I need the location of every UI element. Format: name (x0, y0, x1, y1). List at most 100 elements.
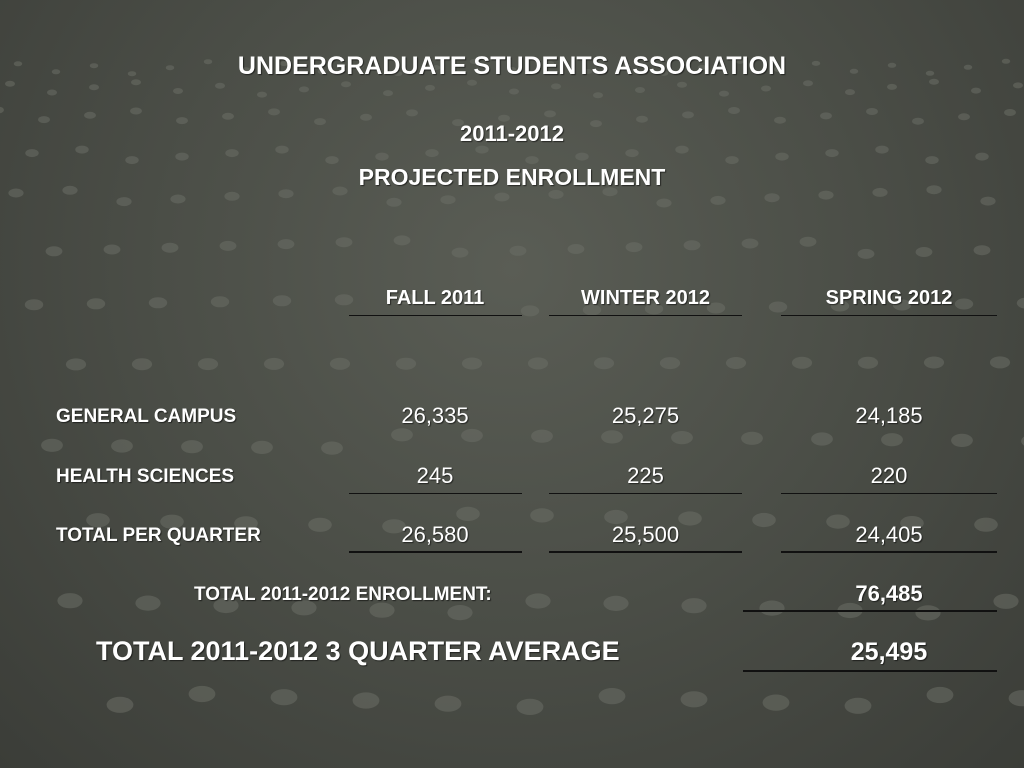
background-dot (659, 357, 681, 370)
background-dot (857, 248, 875, 259)
background-dot (710, 195, 726, 205)
background-dot (604, 509, 628, 525)
total-enrollment-underline (743, 610, 997, 612)
background-dot (791, 356, 813, 369)
background-dot (1001, 58, 1011, 64)
background-dot (451, 247, 469, 258)
background-dot (728, 107, 740, 114)
year-heading: 2011-2012 (460, 121, 564, 146)
background-dot (811, 432, 833, 446)
average-value: 25,495 (850, 638, 928, 666)
background-dot (525, 156, 539, 165)
background-dot (222, 112, 234, 120)
background-dot (803, 80, 813, 87)
background-dot (963, 64, 973, 70)
background-dot (329, 357, 351, 370)
background-dot (131, 358, 153, 371)
background-dot (425, 84, 435, 91)
background-dot (165, 65, 175, 71)
cell-health-sciences-fall: 245 (416, 463, 454, 488)
row-label-general-campus: GENERAL CAMPUS (56, 406, 237, 427)
background-dot (173, 88, 183, 94)
column-header-fall-2011: FALL 2011 (385, 287, 485, 309)
background-dot (127, 71, 137, 77)
background-dot (111, 439, 133, 453)
background-dot (475, 145, 489, 154)
background-dot (393, 71, 403, 77)
background-dot (725, 357, 747, 369)
background-dot (516, 698, 544, 716)
subtotal-underline (349, 493, 522, 494)
background-dot (509, 245, 527, 256)
background-dot (75, 145, 89, 154)
background-dot (527, 357, 549, 370)
background-dot (188, 685, 216, 703)
background-dot (57, 593, 83, 609)
background-dot (974, 517, 998, 532)
background-dot (773, 66, 783, 72)
background-dot (989, 356, 1011, 369)
background-dot (5, 80, 15, 87)
background-dot (929, 78, 939, 85)
background-dot (951, 433, 973, 447)
background-dot (975, 152, 989, 161)
background-dot (764, 193, 780, 203)
background-dot (525, 593, 551, 609)
background-dot (567, 244, 585, 254)
total-underline (349, 551, 522, 553)
background-dot (675, 145, 689, 154)
background-dot (923, 356, 945, 369)
column-header-underline (549, 315, 742, 316)
background-dot (314, 118, 326, 126)
total-enrollment-label: TOTAL 2011-2012 ENROLLMENT: (194, 584, 492, 605)
cell-health-sciences-winter: 225 (627, 463, 664, 488)
background-dot (697, 64, 707, 70)
background-dot (391, 428, 413, 442)
background-dot (844, 697, 872, 714)
background-dot (625, 149, 639, 158)
cell-total-per-quarter-spring: 24,405 (855, 522, 923, 547)
background-dot (958, 113, 970, 121)
background-dot (434, 695, 462, 712)
background-dot (971, 87, 981, 94)
background-dot (741, 238, 759, 249)
background-dot (84, 111, 96, 119)
background-dot (677, 81, 687, 88)
background-dot (210, 296, 230, 308)
background-dot (224, 191, 240, 201)
background-dot (352, 692, 380, 709)
background-dot (752, 512, 776, 528)
background-dot (887, 83, 897, 90)
background-dot (915, 247, 933, 257)
background-dot (601, 430, 623, 444)
background-dot (582, 304, 602, 316)
background-dot (636, 115, 648, 123)
background-dot (682, 111, 694, 119)
background-dot (299, 86, 309, 93)
background-dot (545, 61, 555, 66)
background-dot (954, 298, 974, 310)
background-dot (602, 187, 618, 197)
average-label: TOTAL 2011-2012 3 QUARTER AVERAGE (96, 636, 620, 666)
background-dot (461, 357, 483, 370)
background-dot (45, 246, 63, 257)
cell-total-per-quarter-fall: 26,580 (401, 522, 469, 547)
background-dot (325, 156, 339, 165)
background-dot (548, 189, 564, 199)
background-dot (257, 91, 267, 98)
background-dot (268, 108, 280, 116)
background-dot (396, 293, 416, 305)
background-dot (575, 152, 589, 161)
background-dot (197, 358, 219, 371)
background-dot (681, 598, 707, 614)
background-dot (234, 516, 258, 531)
background-dot (980, 196, 996, 206)
background-dot (278, 189, 294, 199)
background-dot (148, 297, 168, 309)
background-dot (62, 185, 78, 195)
background-dot (926, 185, 942, 195)
background-dot (161, 242, 179, 253)
background-dot (887, 62, 897, 68)
background-dot (360, 113, 372, 121)
background-dot (509, 88, 519, 95)
